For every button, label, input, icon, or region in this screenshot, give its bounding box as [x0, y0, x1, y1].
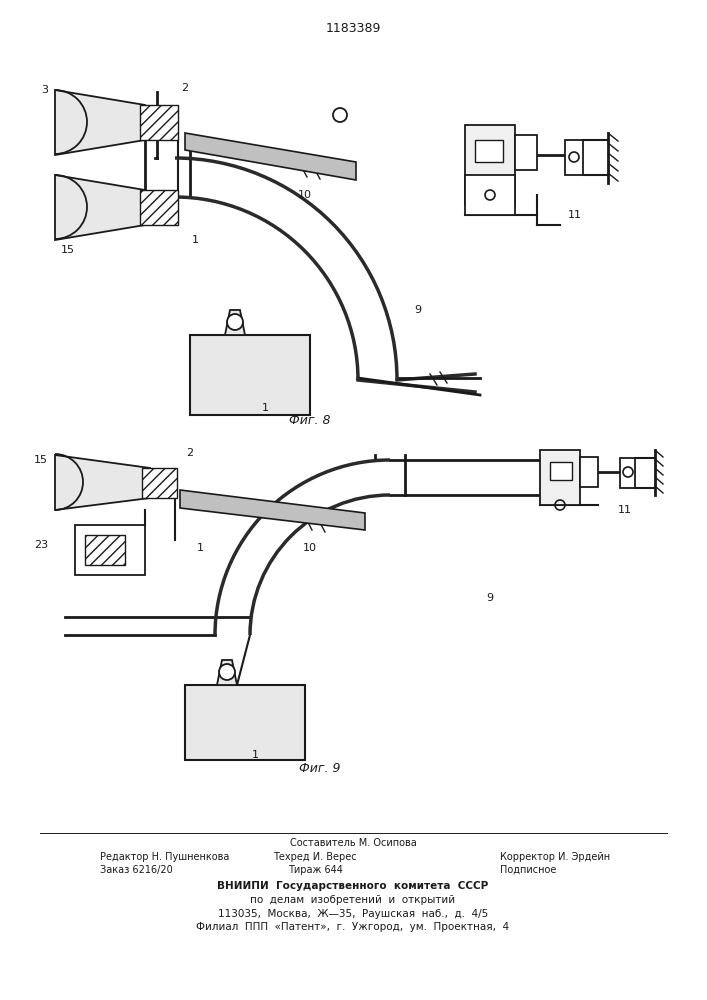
Text: 23: 23	[34, 540, 48, 550]
Text: 15: 15	[34, 455, 48, 465]
Text: Техред И. Верес: Техред И. Верес	[273, 852, 357, 862]
Text: Филиал  ППП  «Патент»,  г.  Ужгород,  ум.  Проектная,  4: Филиал ППП «Патент», г. Ужгород, ум. Про…	[197, 922, 510, 932]
Polygon shape	[180, 490, 365, 530]
Bar	[550, 462, 572, 480]
Polygon shape	[185, 133, 356, 180]
Bar	[565, 140, 583, 175]
Text: 11: 11	[568, 210, 582, 220]
Bar	[465, 175, 515, 215]
Bar	[140, 190, 178, 225]
Text: Фиг. 9: Фиг. 9	[299, 762, 341, 774]
Bar	[75, 525, 145, 575]
Text: Корректор И. Эрдейн: Корректор И. Эрдейн	[500, 852, 610, 862]
Bar	[465, 125, 515, 205]
Polygon shape	[55, 455, 150, 510]
Circle shape	[333, 108, 347, 122]
Text: Редактор Н. Пушненкова: Редактор Н. Пушненкова	[100, 852, 229, 862]
Bar	[475, 140, 503, 162]
Polygon shape	[225, 310, 245, 335]
Polygon shape	[55, 90, 145, 155]
Bar	[620, 458, 635, 488]
Text: 3: 3	[41, 85, 48, 95]
Text: Составитель М. Осипова: Составитель М. Осипова	[290, 838, 416, 848]
Text: Заказ 6216/20: Заказ 6216/20	[100, 865, 173, 875]
Bar	[515, 135, 537, 170]
Text: Подписное: Подписное	[500, 865, 556, 875]
Text: 15: 15	[61, 245, 75, 255]
Text: 2: 2	[182, 83, 189, 93]
Text: 1: 1	[192, 235, 199, 245]
Text: 1: 1	[252, 750, 259, 760]
Text: 9: 9	[414, 305, 421, 315]
Text: 1: 1	[262, 403, 269, 413]
Text: Тираж 644: Тираж 644	[288, 865, 342, 875]
Text: по  делам  изобретений  и  открытий: по делам изобретений и открытий	[250, 895, 455, 905]
Bar	[190, 335, 310, 415]
Polygon shape	[55, 175, 145, 240]
Text: 1: 1	[197, 543, 204, 553]
Text: 10: 10	[298, 190, 312, 200]
Text: 1183389: 1183389	[325, 21, 380, 34]
Circle shape	[227, 314, 243, 330]
Text: 11: 11	[618, 505, 632, 515]
Text: 2: 2	[187, 448, 194, 458]
Text: 113035,  Москва,  Ж—35,  Раушская  наб.,  д.  4/5: 113035, Москва, Ж—35, Раушская наб., д. …	[218, 909, 488, 919]
Text: 9: 9	[486, 593, 493, 603]
Text: ВНИИПИ  Государственного  комитета  СССР: ВНИИПИ Государственного комитета СССР	[217, 881, 489, 891]
Circle shape	[219, 664, 235, 680]
Text: Фиг. 8: Фиг. 8	[289, 414, 331, 426]
Polygon shape	[217, 660, 237, 685]
Bar	[540, 450, 580, 505]
Bar	[580, 457, 598, 487]
Bar	[140, 105, 178, 140]
Text: 10: 10	[303, 543, 317, 553]
Bar	[85, 535, 125, 565]
Bar	[185, 685, 305, 760]
Bar	[142, 468, 177, 498]
